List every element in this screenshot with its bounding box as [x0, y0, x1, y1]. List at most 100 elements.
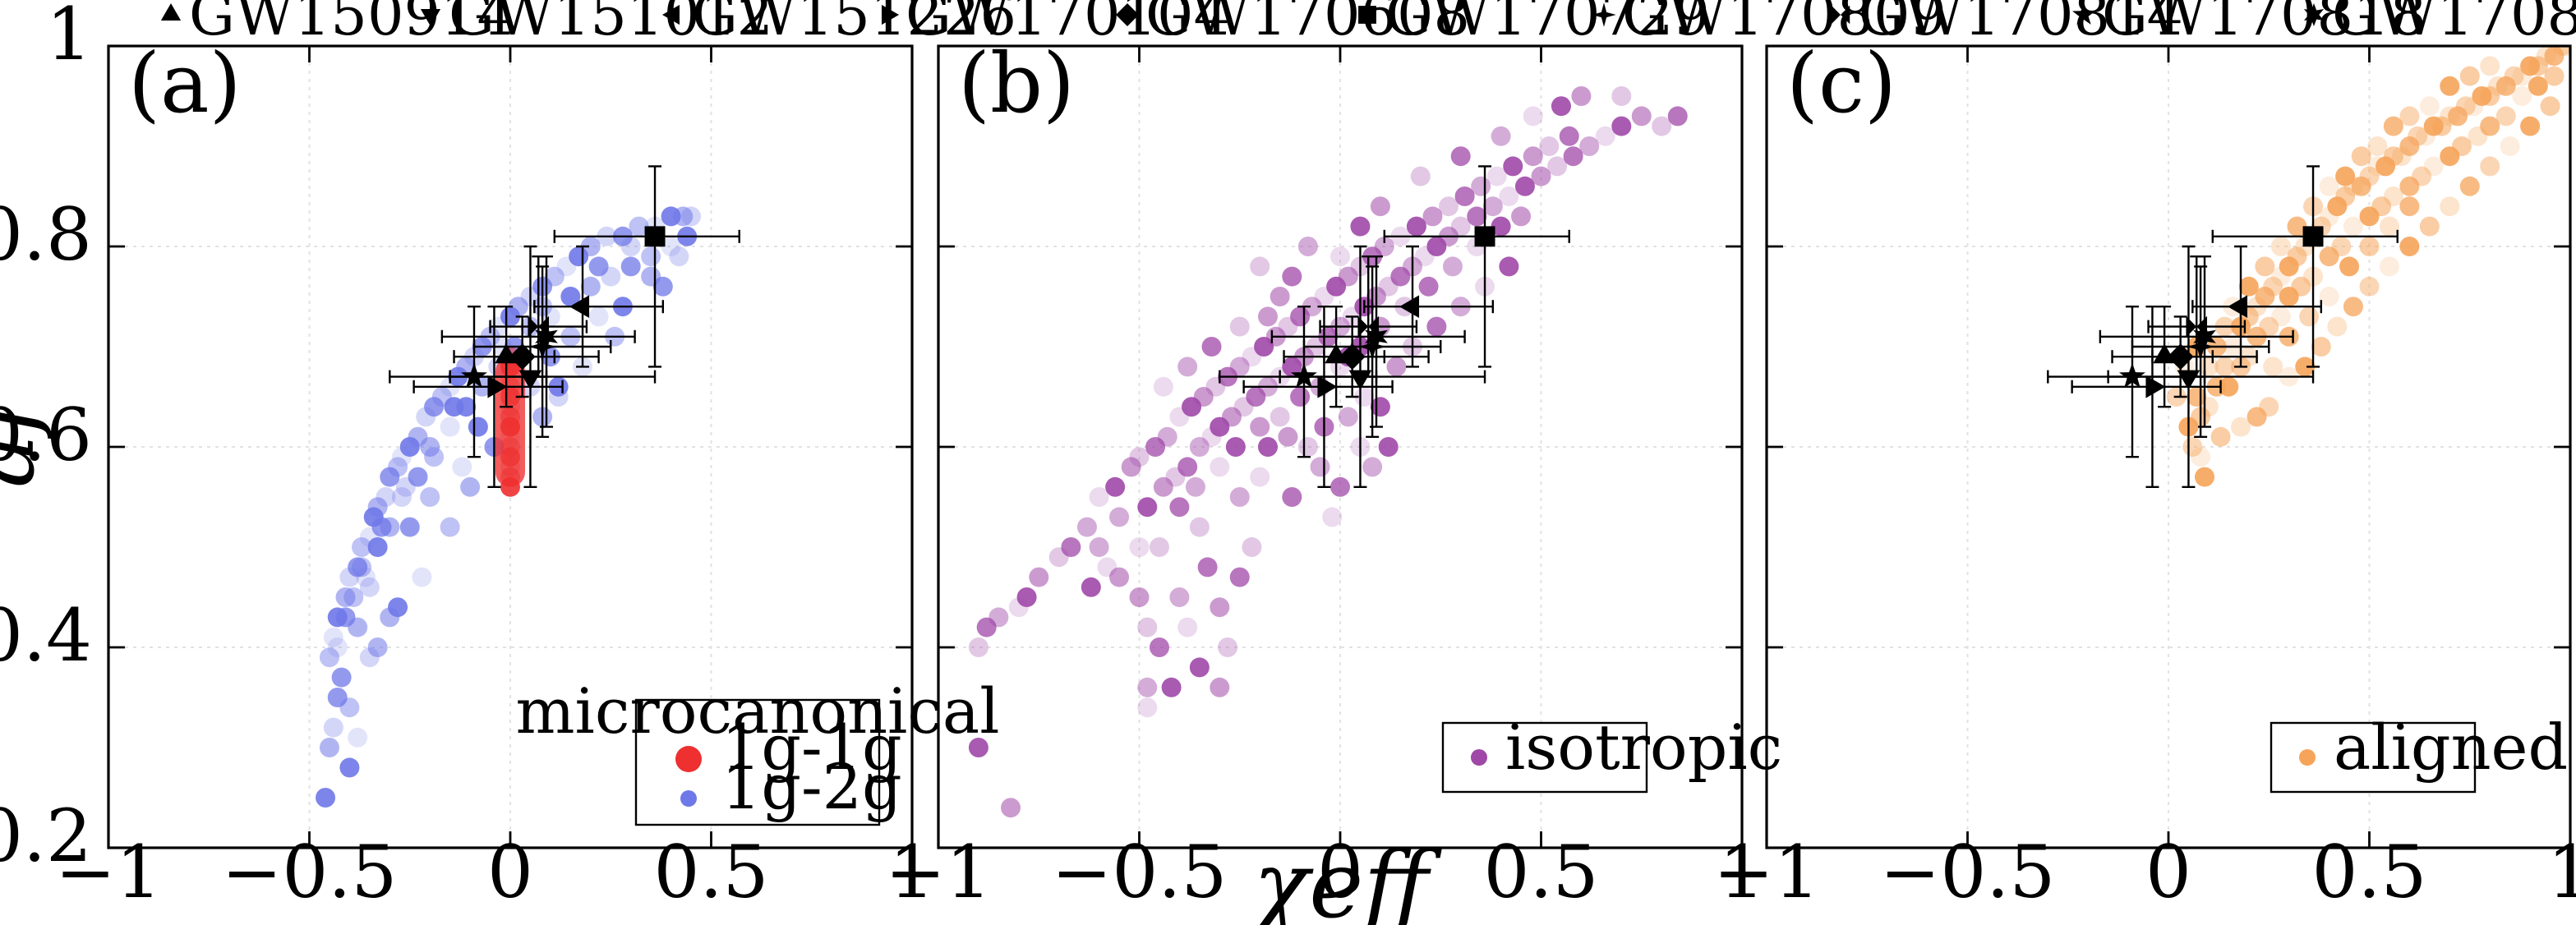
event-marker-icon: [1358, 6, 1376, 24]
scatter-point: [1482, 196, 1503, 217]
scatter-point: [1210, 597, 1230, 618]
scatter-point: [359, 577, 380, 597]
scatter-point: [1189, 657, 1210, 678]
scatter-point: [371, 517, 392, 537]
scatter-point: [2379, 256, 2399, 277]
event-legend-gw170814: GW170814: [1831, 0, 2183, 48]
scatter-point: [2335, 166, 2356, 186]
scatter-point: [500, 407, 520, 427]
scatter-point: [620, 237, 641, 256]
scatter-point: [1169, 497, 1190, 518]
scatter-point: [641, 246, 661, 267]
scatter-point: [1221, 407, 1242, 427]
x-tick-label: 0: [1317, 830, 1363, 914]
event-legend-gw151012: GW151012: [420, 0, 773, 48]
scatter-point: [2210, 426, 2231, 447]
scatter-point: [388, 457, 408, 477]
scatter-point: [2480, 156, 2500, 177]
event-marker-gw170104: [1317, 375, 1338, 398]
scatter-point: [319, 647, 339, 668]
scatter-point: [2412, 166, 2432, 186]
scatter-point: [2383, 146, 2403, 167]
scatter-point: [1282, 266, 1302, 287]
scatter-point: [2343, 297, 2363, 317]
legend-label: 1g-2g: [721, 750, 902, 823]
series-isotropic: [968, 86, 1688, 818]
scatter-point: [380, 467, 400, 487]
scatter-point: [1499, 186, 1519, 206]
scatter-point: [1559, 126, 1579, 146]
scatter-point: [1137, 697, 1158, 718]
legend-box: [1441, 721, 1648, 794]
scatter-point: [1523, 146, 1543, 167]
event-marker-icon: [160, 3, 182, 21]
panel-label: (a): [128, 35, 242, 131]
scatter-point: [2319, 287, 2339, 306]
scatter-point: [1197, 557, 1218, 578]
x-tick-label: 0.5: [2312, 830, 2427, 914]
scatter-point: [588, 306, 609, 327]
scatter-point: [1442, 256, 1463, 277]
scatter-point: [669, 246, 689, 267]
event-marker-gw170814: [528, 315, 550, 338]
scatter-point: [444, 397, 464, 417]
scatter-point: [1145, 437, 1166, 457]
x-tick-label: −0.5: [1052, 830, 1228, 914]
event-marker-gw151226: [2228, 295, 2248, 319]
scatter-point: [1193, 387, 1214, 407]
scatter-point: [1563, 146, 1583, 167]
scatter-point: [1290, 387, 1311, 407]
scatter-point: [2552, 46, 2570, 56]
scatter-point: [1450, 146, 1471, 167]
scatter-point: [395, 476, 416, 497]
scatter-point: [1137, 497, 1158, 518]
scatter-point: [1210, 677, 1230, 697]
event-marker-gw170814: [1357, 315, 1380, 338]
scatter-layer: [968, 86, 1688, 818]
event-legend-label: GW151226: [692, 0, 1016, 48]
scatter-point: [629, 216, 649, 237]
scatter-point: [1153, 476, 1173, 497]
scatter-point: [412, 567, 432, 587]
scatter-point: [420, 437, 440, 457]
scatter-point: [2238, 276, 2259, 297]
scatter-point: [2383, 116, 2403, 136]
scatter-point: [588, 256, 609, 277]
scatter-point: [1016, 587, 1037, 607]
scatter-point: [456, 357, 477, 377]
event-legend-label: GW170818: [2102, 0, 2426, 48]
x-tick-label: 1: [2547, 830, 2576, 914]
scatter-point: [1105, 476, 1126, 497]
scatter-point: [1137, 677, 1158, 697]
scatter-point: [2512, 86, 2532, 106]
scatter-point: [1129, 587, 1150, 607]
scatter-point: [1157, 426, 1177, 447]
scatter-point: [1109, 567, 1130, 587]
scatter-point: [327, 637, 348, 657]
event-legend-label: GW170104: [906, 0, 1230, 48]
scatter-point: [1486, 166, 1507, 186]
scatter-point: [2335, 186, 2356, 206]
scatter-point: [2399, 196, 2420, 217]
scatter-point: [2291, 276, 2311, 297]
scatter-point: [968, 738, 988, 757]
scatter-point: [2319, 176, 2339, 196]
scatter-point: [1370, 196, 1390, 217]
legend-b: isotropic: [1441, 711, 1782, 794]
scatter-point: [376, 487, 396, 507]
scatter-point: [1595, 126, 1615, 146]
scatter-point: [620, 256, 641, 277]
scatter-point: [2480, 56, 2500, 76]
scatter-point: [468, 416, 488, 437]
scatter-point: [2419, 216, 2440, 237]
event-marker-gw170104: [2145, 375, 2166, 398]
scatter-point: [1250, 416, 1270, 437]
scatter-point: [1439, 196, 1459, 217]
scatter-point: [1242, 537, 1262, 557]
scatter-point: [440, 416, 460, 437]
legend-label: isotropic: [1505, 711, 1782, 784]
scatter-point: [560, 287, 581, 306]
scatter-point: [348, 557, 368, 578]
scatter-point: [2327, 316, 2348, 337]
